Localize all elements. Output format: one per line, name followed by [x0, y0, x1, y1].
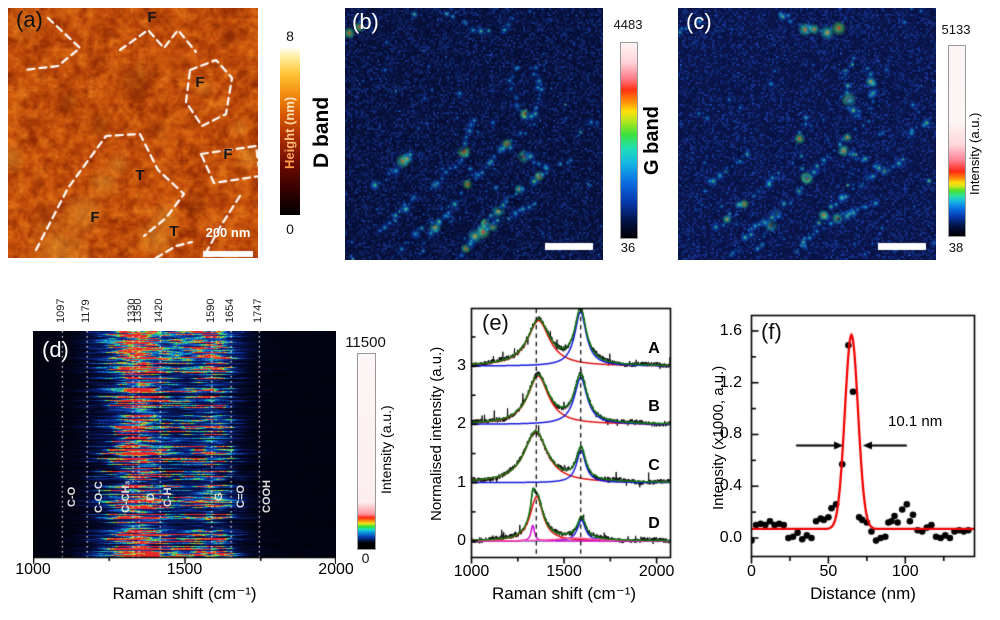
d-band-colorbar [620, 42, 638, 239]
d-xtick-1500: 1500 [166, 561, 203, 578]
e-xtick-2000: 2000 [638, 563, 675, 580]
region-label-f-2: F [223, 146, 233, 163]
panel-c-letter: (c) [686, 9, 712, 34]
d-band-colorbar-min: 36 [620, 240, 636, 255]
height-colorbar-max: 8 [286, 28, 294, 44]
f-ytick-1.6: 1.6 [719, 321, 742, 339]
d-band-row-label: D band [310, 96, 333, 169]
intensity-colorbar-label-d: Intensity (a.u.) [378, 405, 394, 495]
fwhm-annotation: 10.1 nm [888, 413, 943, 430]
f-ytick-1.2: 1.2 [719, 373, 742, 391]
f-ytick-0.8: 0.8 [719, 425, 742, 443]
e-ytick-3: 3 [457, 357, 466, 375]
g-band-map-canvas [678, 8, 936, 260]
e-xtick-1500: 1500 [546, 563, 582, 580]
e-xtick-1000: 1000 [453, 563, 490, 580]
f-ytick-0.0: 0.0 [719, 529, 742, 546]
d-xaxis-title: Raman shift (cm⁻¹) [112, 584, 257, 603]
intensity-colorbar-label-c: Intensity (a.u.) [967, 112, 982, 195]
profile-canvas [743, 309, 983, 564]
band-assignment-label-1330: C-CH₃ [119, 480, 132, 514]
f-xtick-50: 50 [819, 563, 838, 580]
height-colorbar-min: 0 [286, 221, 294, 237]
band-assignment-label-1747: COOH [261, 480, 274, 514]
waterfall-canvas [33, 331, 336, 571]
band-line-label-1420: 1420 [153, 298, 166, 324]
g-band-colorbar [948, 45, 966, 237]
e-xaxis-title: Raman shift (cm⁻¹) [491, 584, 637, 603]
panel-b-letter: (b) [352, 9, 379, 34]
band-assignment-label-1350: D [145, 493, 158, 501]
spectra-canvas [463, 302, 679, 564]
panel-f-letter: (f) [761, 319, 782, 344]
band-line-label-1747: 1747 [252, 298, 265, 324]
band-line-label-1350: 1350 [132, 298, 145, 324]
band-assignment-label-1590: G [212, 492, 225, 502]
waterfall-colorbar-min: 0 [361, 550, 370, 566]
e-ytick-0: 0 [457, 532, 466, 549]
band-assignment-label-1654: C=O [235, 485, 248, 509]
scale-bar-label-a: 200 nm [205, 225, 251, 240]
band-line-label-1590: 1590 [204, 298, 217, 324]
series-label-A: A [648, 340, 660, 358]
panel-d-letter: (d) [42, 337, 69, 362]
d-xtick-2000: 2000 [318, 561, 354, 578]
region-label-f-1: F [195, 74, 205, 91]
series-label-D: D [648, 515, 660, 532]
band-assignment-label-1420: C-H [162, 487, 175, 507]
series-label-C: C [648, 456, 660, 474]
d-band-colorbar-max: 4483 [613, 17, 643, 32]
f-ytick-0.4: 0.4 [719, 477, 742, 495]
afm-map-canvas [8, 8, 258, 258]
f-xaxis-title: Distance (nm) [810, 584, 916, 603]
region-label-t-5: T [169, 223, 179, 240]
g-band-colorbar-min: 38 [948, 240, 964, 255]
region-label-f-0: F [147, 9, 157, 26]
f-xtick-0: 0 [747, 563, 756, 580]
g-band-colorbar-max: 5133 [941, 22, 971, 37]
series-label-B: B [648, 398, 660, 416]
band-assignment-label-1097: C-O [65, 486, 78, 508]
f-xtick-100: 100 [891, 563, 919, 580]
region-label-t-3: T [135, 167, 145, 184]
band-assignment-label-1179: C-O-C [92, 481, 105, 513]
region-label-f-4: F [90, 209, 100, 226]
band-line-label-1654: 1654 [224, 298, 237, 324]
band-line-label-1097: 1097 [55, 298, 68, 324]
d-band-map-canvas [345, 8, 603, 260]
e-ytick-1: 1 [457, 473, 466, 491]
height-colorbar-label: Height (nm) [282, 60, 297, 205]
band-line-label-1179: 1179 [80, 299, 93, 323]
e-yaxis-title: Normalised intensity (a.u.) [428, 346, 445, 522]
height-colorbar [280, 48, 300, 215]
g-band-row-label: G band [641, 106, 663, 175]
panel-a-letter: (a) [16, 7, 43, 32]
waterfall-colorbar-max: 11500 [345, 334, 386, 351]
e-ytick-2: 2 [457, 415, 466, 433]
panel-e-letter: (e) [482, 310, 509, 335]
waterfall-colorbar [357, 353, 376, 550]
d-xtick-1000: 1000 [15, 561, 51, 578]
